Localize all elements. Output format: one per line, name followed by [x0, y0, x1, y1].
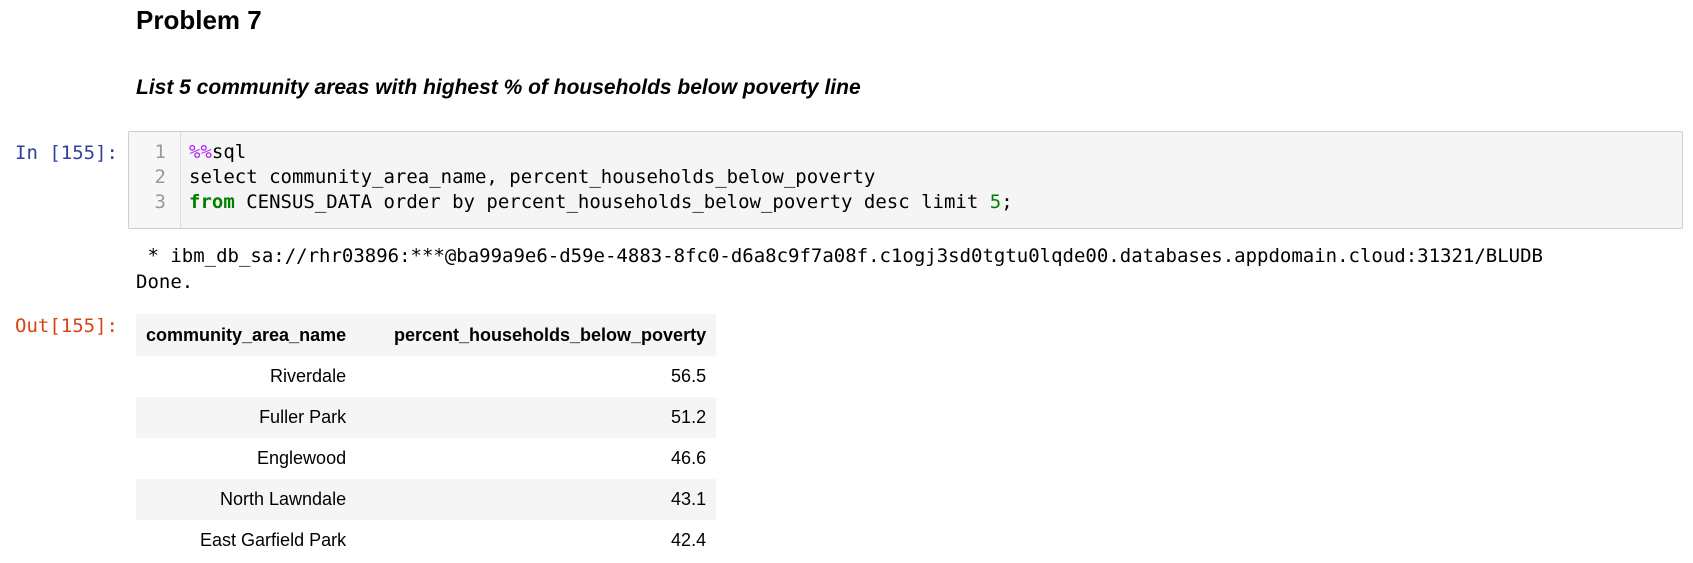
- cell-community-area-name: Fuller Park: [136, 397, 357, 438]
- cell-percent-below-poverty: 46.6: [671, 448, 707, 468]
- cell-community-area-name: North Lawndale: [136, 479, 357, 520]
- cell-community-area-name: Englewood: [257, 448, 347, 468]
- cell-percent-below-poverty: 43.1: [356, 479, 717, 520]
- line-number: 2: [154, 166, 166, 188]
- result-table: community_area_name percent_households_b…: [136, 314, 717, 561]
- code-line-1[interactable]: %%sql: [189, 139, 246, 165]
- problem-description: List 5 community areas with highest % of…: [136, 76, 861, 99]
- done-output: Done.: [136, 271, 194, 293]
- table-row: Englewood 46.6: [136, 438, 716, 479]
- sql-magic-prefix: %%: [189, 141, 212, 163]
- sql-clause: CENSUS_DATA order by percent_households_…: [234, 191, 990, 213]
- sql-magic-name: sql: [211, 141, 247, 163]
- table-header-row: community_area_name percent_households_b…: [136, 314, 717, 356]
- table-row: Fuller Park 51.2: [136, 397, 717, 438]
- code-line-3[interactable]: from CENSUS_DATA order by percent_househ…: [189, 189, 1013, 215]
- line-number: 3: [154, 191, 166, 213]
- problem-heading: Problem 7: [136, 5, 262, 35]
- code-cell-editor[interactable]: 1 2 3 %%sql select community_area_name, …: [128, 131, 1683, 229]
- line-number: 1: [154, 141, 166, 163]
- cell-community-area-name: East Garfield Park: [200, 530, 347, 550]
- code-line-2[interactable]: select community_area_name, percent_hous…: [189, 166, 876, 188]
- sql-limit-number: 5: [989, 191, 1002, 213]
- table-row: North Lawndale 43.1: [136, 479, 717, 520]
- column-header-percent-households-below-poverty: percent_households_below_poverty: [356, 314, 717, 356]
- sql-terminator: ;: [1001, 191, 1013, 213]
- cell-percent-below-poverty: 42.4: [671, 530, 707, 550]
- line-number-gutter: 1 2 3: [129, 132, 181, 228]
- cell-percent-below-poverty: 51.2: [356, 397, 717, 438]
- sql-keyword-from: from: [189, 191, 235, 213]
- connection-string-output: * ibm_db_sa://rhr03896:***@ba99a9e6-d59e…: [136, 245, 1543, 267]
- output-prompt: Out[155]:: [15, 315, 118, 337]
- cell-community-area-name: Riverdale: [270, 366, 347, 386]
- input-prompt: In [155]:: [15, 142, 118, 164]
- table-row: East Garfield Park 42.4: [136, 520, 716, 561]
- cell-percent-below-poverty: 56.5: [671, 366, 707, 386]
- column-header-community-area-name: community_area_name: [136, 314, 357, 356]
- table-row: Riverdale 56.5: [136, 356, 716, 397]
